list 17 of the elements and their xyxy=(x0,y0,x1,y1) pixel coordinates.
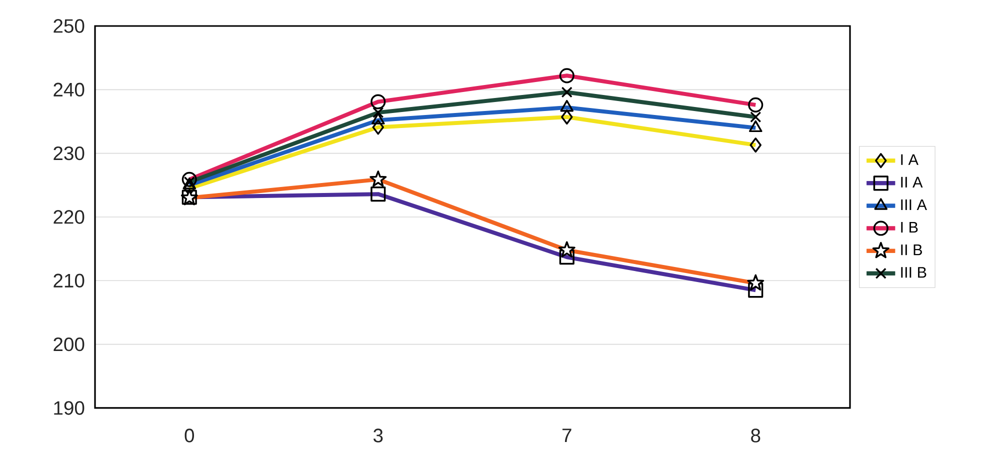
y-tick-label: 220 xyxy=(54,210,84,224)
x-tick-label: 0 xyxy=(184,428,194,442)
legend-label: III B xyxy=(901,267,926,278)
legend-label: III A xyxy=(901,199,927,210)
y-tick-label: 200 xyxy=(54,337,84,352)
y-tick-label: 210 xyxy=(54,274,84,288)
y-tick-label: 240 xyxy=(54,82,84,97)
x-tick-label: 3 xyxy=(373,428,383,442)
legend-label: II A xyxy=(901,176,923,188)
y-tick-label: 190 xyxy=(54,401,84,415)
y-tick-label: 250 xyxy=(54,19,84,33)
y-tick-label: 230 xyxy=(54,146,84,160)
x-tick-label: 8 xyxy=(751,428,760,442)
legend-label: I B xyxy=(901,222,918,233)
legend-label: I A xyxy=(901,154,918,165)
legend-label: II B xyxy=(901,244,922,256)
x-tick-label: 7 xyxy=(562,428,572,442)
